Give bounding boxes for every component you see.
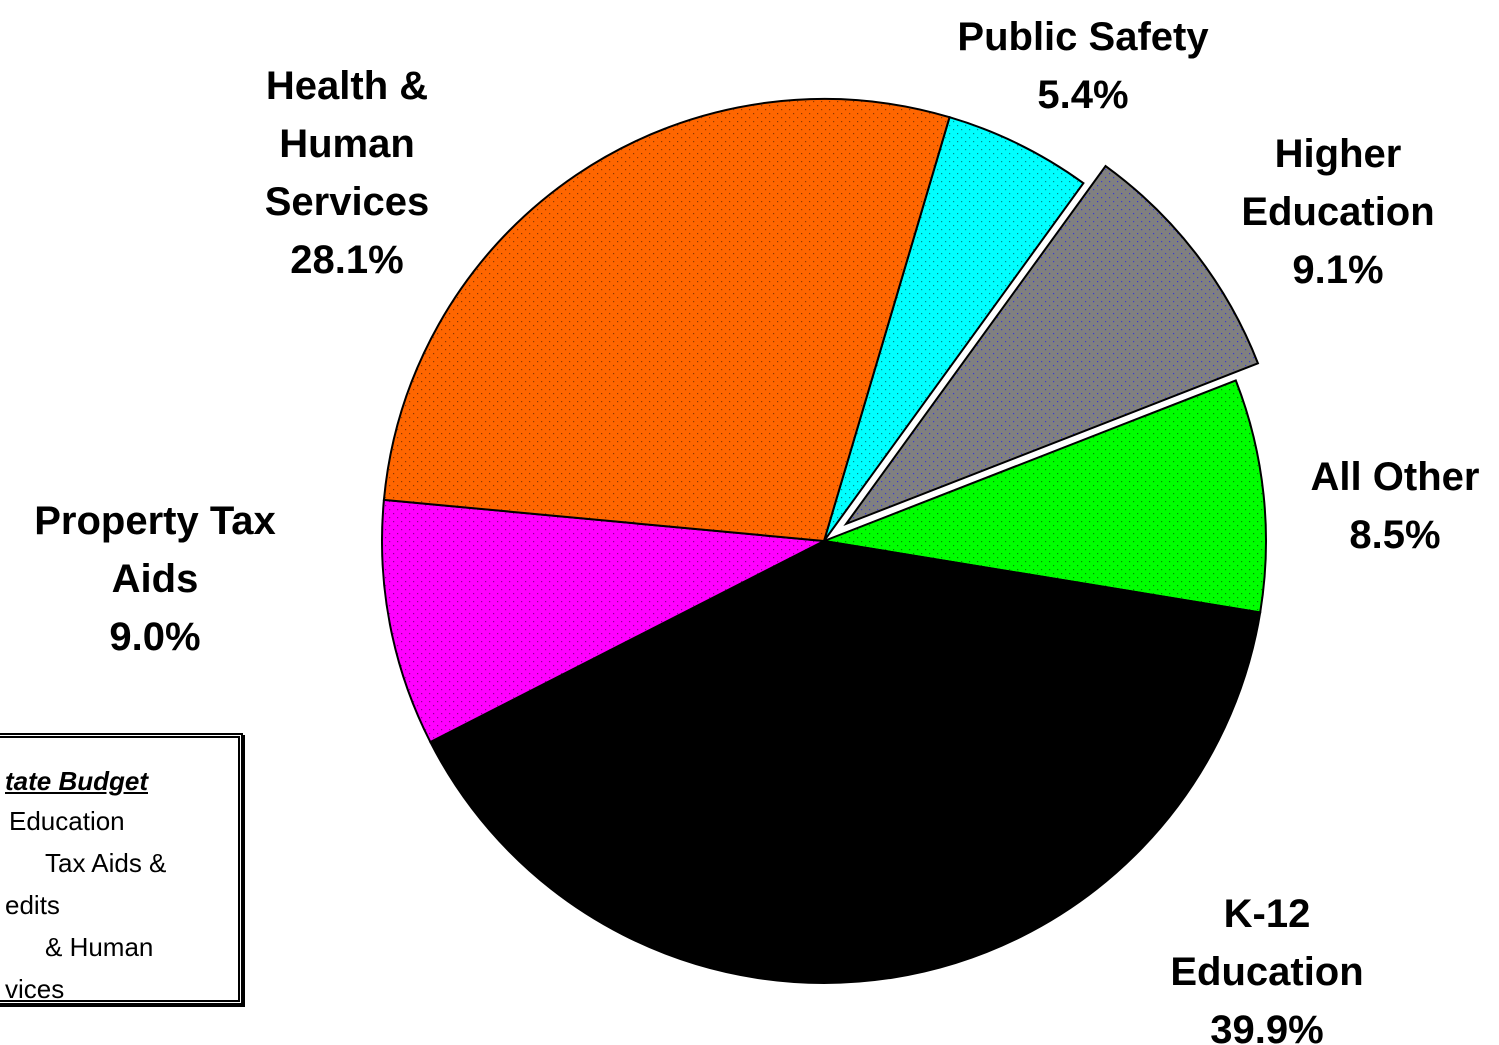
category-label: Property Tax Aids <box>34 499 276 601</box>
pie-slice <box>820 379 1267 614</box>
note-title: tate Budget <box>5 766 148 796</box>
slice-label: K-12 Education 39.9% <box>1147 885 1387 1045</box>
pie-slice <box>382 98 951 543</box>
category-label: Health & Human Services <box>264 64 430 224</box>
pie-slice <box>843 164 1260 527</box>
category-label: K-12 Education <box>1170 892 1364 994</box>
note-line: Education <box>9 806 125 836</box>
value-label: 8.5% <box>1349 513 1441 557</box>
pie-slice <box>381 498 828 744</box>
category-label: Higher Education <box>1241 132 1435 234</box>
pie-slice <box>823 115 1085 542</box>
note-line: edits <box>5 890 60 920</box>
note-box: tate Budget Education Tax Aids & edits &… <box>0 733 243 1005</box>
value-label: 28.1% <box>290 238 404 282</box>
note-line: & Human <box>45 932 154 962</box>
value-label: 9.1% <box>1292 248 1384 292</box>
value-label: 9.0% <box>109 615 201 659</box>
note-line: Tax Aids & <box>45 848 167 878</box>
category-label: All Other <box>1310 455 1480 499</box>
pie <box>381 98 1267 984</box>
note-line: vices <box>5 974 65 1004</box>
slice-label: Higher Education 9.1% <box>1218 125 1458 299</box>
value-label: 39.9% <box>1210 1008 1324 1045</box>
slice-label: All Other 8.5% <box>1280 448 1499 564</box>
slice-label: Public Safety 5.4% <box>913 8 1253 124</box>
pie-slice <box>429 539 1262 984</box>
category-label: Public Safety <box>957 15 1209 59</box>
value-label: 5.4% <box>1037 73 1129 117</box>
slice-label: Health & Human Services 28.1% <box>237 57 457 289</box>
slice-label: Property Tax Aids 9.0% <box>5 492 305 666</box>
